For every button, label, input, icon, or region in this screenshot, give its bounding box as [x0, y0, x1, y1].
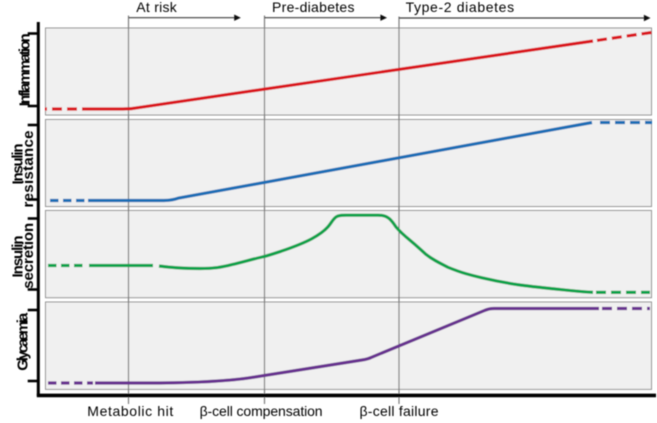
svg-text:resistance: resistance [20, 131, 37, 208]
svg-text:Metabolic hit: Metabolic hit [87, 403, 173, 419]
svg-text:Glycaemia: Glycaemia [15, 312, 32, 371]
svg-text:secretion: secretion [20, 223, 37, 289]
svg-text:Inflammation: Inflammation [16, 33, 33, 106]
svg-text:Pre-diabetes: Pre-diabetes [272, 0, 355, 15]
svg-text:β-cell compensation: β-cell compensation [200, 403, 323, 419]
svg-text:Insulin: Insulin [9, 144, 26, 185]
svg-text:β-cell failure: β-cell failure [360, 403, 439, 419]
svg-text:At risk: At risk [136, 0, 178, 15]
svg-text:Insulin: Insulin [9, 236, 26, 278]
svg-text:Type-2 diabetes: Type-2 diabetes [406, 0, 514, 15]
